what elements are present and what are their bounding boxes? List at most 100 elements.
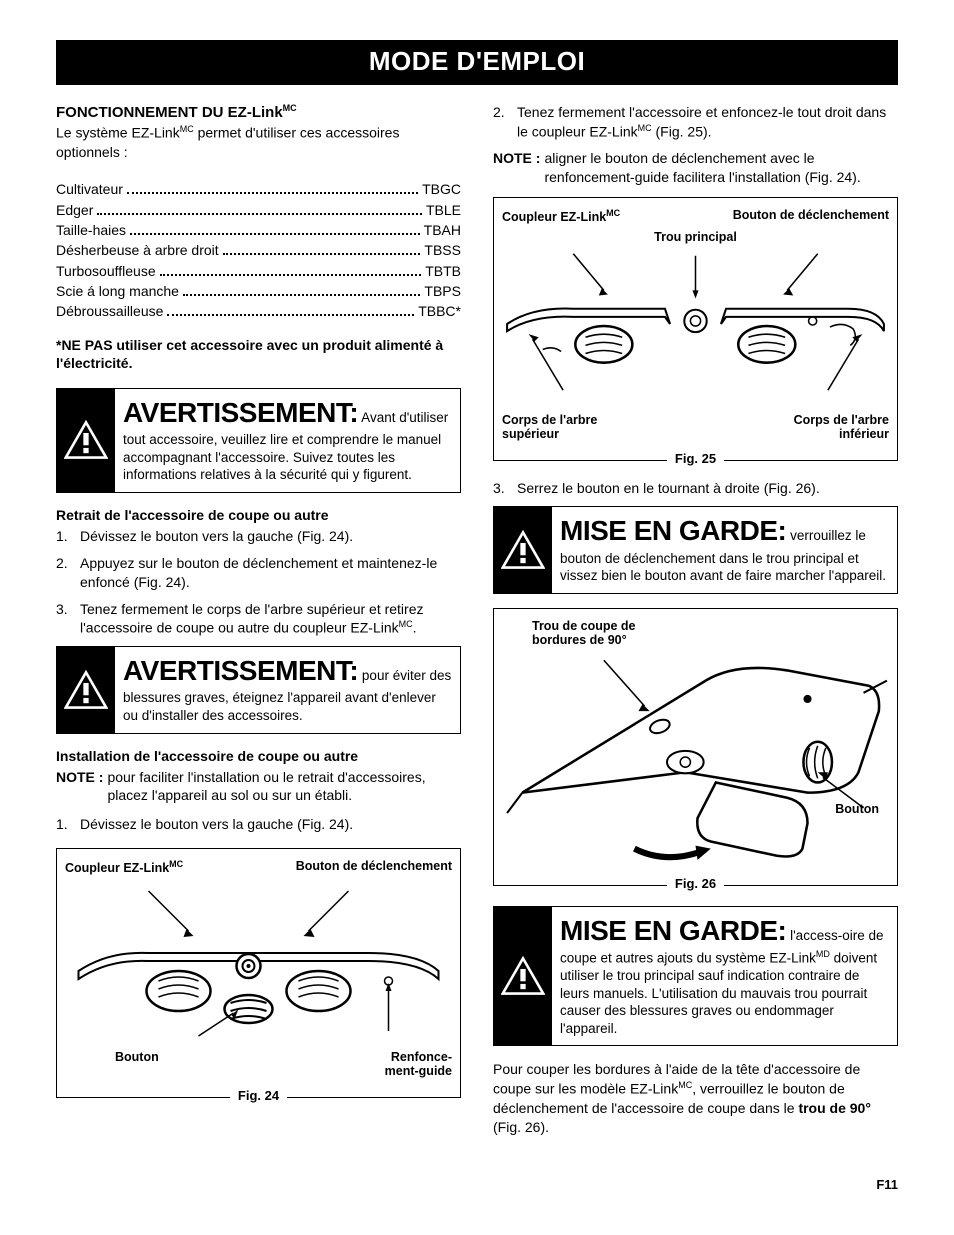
fig-label-text: Coupleur EZ-Link	[502, 210, 606, 224]
accessory-row: Edger TBLE	[56, 200, 461, 220]
step-number: 3.	[493, 479, 517, 498]
note-label: NOTE :	[493, 149, 540, 187]
warning-triangle-icon	[57, 389, 115, 492]
warning-box-2: AVERTISSEMENT: pour éviter des blessures…	[56, 646, 461, 733]
heading-sup: MC	[283, 103, 297, 113]
figure-26: Trou de coupe de bordures de 90° Bouton …	[493, 608, 898, 886]
subheading-retrait: Retrait de l'accessoire de coupe ou autr…	[56, 507, 461, 523]
fig24-illustration	[65, 881, 452, 1041]
step-text-inner: Tenez fermement le corps de l'arbre supé…	[80, 601, 424, 637]
step-text-b: (Fig. 25).	[652, 124, 712, 140]
fig-label-coupleur: Coupleur EZ-LinkMC	[502, 208, 620, 224]
footnote: *NE PAS utiliser cet accessoire avec un …	[56, 336, 461, 372]
subheading-installation: Installation de l'accessoire de coupe ou…	[56, 748, 461, 764]
accessory-code: TBBC*	[418, 301, 461, 321]
caution-box-1: MISE EN GARDE: verrouillez le bouton de …	[493, 506, 898, 593]
warning-body: AVERTISSEMENT: Avant d'utiliser tout acc…	[115, 389, 460, 492]
note-label: NOTE :	[56, 768, 103, 806]
caution-sup: MD	[816, 949, 830, 959]
accessory-code: TBTB	[425, 261, 461, 281]
warning-triangle-icon	[494, 907, 552, 1046]
install-steps: 1.Dévissez le bouton vers la gauche (Fig…	[56, 815, 461, 834]
accessory-code: TBLE	[426, 200, 461, 220]
caution-word: MISE EN GARDE:	[560, 515, 786, 546]
final-sup: MC	[678, 1080, 692, 1090]
warning-word: AVERTISSEMENT:	[123, 655, 358, 686]
figure-24: Coupleur EZ-LinkMC Bouton de déclencheme…	[56, 848, 461, 1098]
step-text: Dévissez le bouton vers la gauche (Fig. …	[80, 527, 461, 546]
accessory-name: Débroussailleuse	[56, 301, 163, 321]
fig-bottom-labels: Corps de l'arbre supérieur Corps de l'ar…	[502, 413, 889, 441]
fig-caption-text: Fig. 25	[667, 451, 724, 466]
step-number: 2.	[493, 103, 517, 141]
step-item: 3.Serrez le bouton en le tournant à droi…	[493, 479, 898, 498]
accessory-name: Scie á long manche	[56, 281, 179, 301]
leader-dots	[183, 283, 420, 296]
step-sup: MC	[638, 123, 652, 133]
intro-text: Le système EZ-LinkMC permet d'utiliser c…	[56, 123, 461, 161]
fig-label-sup: MC	[169, 859, 183, 869]
left-column: FONCTIONNEMENT DU EZ-LinkMC Le système E…	[56, 103, 461, 1137]
step-number: 3.	[56, 600, 80, 638]
step-sup: MC	[399, 619, 413, 629]
fig-label-bouton-decl: Bouton de déclenchement	[296, 859, 452, 875]
accessory-code: TBGC	[422, 179, 461, 199]
fig-caption-text: Fig. 24	[230, 1088, 287, 1103]
final-text-c: (Fig. 26).	[493, 1119, 549, 1135]
caution-body: MISE EN GARDE: verrouillez le bouton de …	[552, 507, 897, 592]
accessory-row: Taille-haiesTBAH	[56, 220, 461, 240]
accessory-code: TBPS	[424, 281, 461, 301]
heading-text: FONCTIONNEMENT DU EZ-Link	[56, 104, 283, 121]
accessory-row: Cultivateur TBGC	[56, 179, 461, 199]
leader-dots	[130, 222, 420, 235]
leader-dots	[223, 243, 421, 256]
accessory-list: Cultivateur TBGC Edger TBLE Taille-haiesTB…	[56, 179, 461, 321]
fig-caption-text: Fig. 26	[667, 876, 724, 891]
accessory-code: TBAH	[424, 220, 461, 240]
fig-label-trou: Trou principal	[502, 230, 889, 244]
install-steps-cont2: 3.Serrez le bouton en le tournant à droi…	[493, 479, 898, 498]
final-paragraph: Pour couper les bordures à l'aide de la …	[493, 1060, 898, 1136]
step-item: 3.Tenez fermement le corps de l'arbre su…	[56, 600, 461, 638]
fig26-illustration	[502, 647, 889, 867]
step-number: 2.	[56, 554, 80, 592]
section-heading-fonctionnement: FONCTIONNEMENT DU EZ-LinkMC	[56, 103, 461, 121]
accessory-name: Turbosouffleuse	[56, 261, 156, 281]
fig-top-labels: Coupleur EZ-LinkMC Bouton de déclencheme…	[65, 859, 452, 875]
step-item: 2.Tenez fermement l'accessoire et enfonc…	[493, 103, 898, 141]
warning-triangle-icon	[57, 647, 115, 732]
fig-label-corps-sup: Corps de l'arbre supérieur	[502, 413, 622, 441]
leader-dots	[160, 263, 422, 276]
accessory-name: Cultivateur	[56, 179, 123, 199]
step-number: 1.	[56, 815, 80, 834]
fig-caption: Fig. 25	[502, 441, 889, 456]
fig-label-text: Coupleur EZ-Link	[65, 861, 169, 875]
fig-label-corps-inf: Corps de l'arbre inférieur	[769, 413, 889, 441]
right-column: 2.Tenez fermement l'accessoire et enfonc…	[493, 103, 898, 1137]
step-text: Serrez le bouton en le tournant à droite…	[517, 479, 898, 498]
caution-box-2: MISE EN GARDE: l'access-oire de coupe et…	[493, 906, 898, 1047]
warning-word: AVERTISSEMENT:	[123, 397, 358, 428]
final-bold: trou de 90°	[798, 1100, 871, 1116]
note-line: NOTE : pour faciliter l'installation ou …	[56, 768, 461, 806]
accessory-row: Scie á long manche TBPS	[56, 281, 461, 301]
step-item: 1.Dévissez le bouton vers la gauche (Fig…	[56, 527, 461, 546]
accessory-name: Désherbeuse à arbre droit	[56, 240, 219, 260]
fig-top-labels: Coupleur EZ-LinkMC Bouton de déclencheme…	[502, 208, 889, 224]
fig-label-renfoncement: Renfonce- ment-guide	[385, 1050, 452, 1078]
fig-label-bouton: Bouton	[115, 1050, 159, 1078]
fig25-illustration	[502, 244, 889, 404]
fig-caption: Fig. 26	[502, 866, 889, 881]
fig-bottom-labels: Bouton Renfonce- ment-guide	[65, 1050, 452, 1078]
warning-body: AVERTISSEMENT: pour éviter des blessures…	[115, 647, 460, 732]
accessory-row: Débroussailleuse TBBC*	[56, 301, 461, 321]
caution-word: MISE EN GARDE:	[560, 915, 786, 946]
two-column-layout: FONCTIONNEMENT DU EZ-LinkMC Le système E…	[56, 103, 898, 1137]
step-text: Tenez fermement le corps de l'arbre supé…	[80, 600, 461, 638]
accessory-code: TBSS	[424, 240, 461, 260]
page-number: F11	[56, 1177, 898, 1192]
accessory-row: Désherbeuse à arbre droit TBSS	[56, 240, 461, 260]
accessory-name: Edger	[56, 200, 93, 220]
warning-box-1: AVERTISSEMENT: Avant d'utiliser tout acc…	[56, 388, 461, 493]
remove-steps: 1.Dévissez le bouton vers la gauche (Fig…	[56, 527, 461, 638]
